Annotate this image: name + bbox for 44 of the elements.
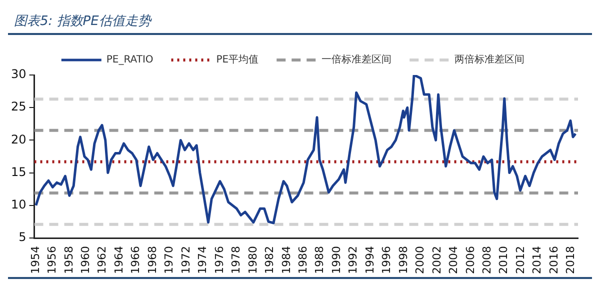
x-tick-label: 1978 (230, 246, 243, 274)
x-tick-label: 1970 (162, 246, 176, 274)
x-tick-label: 1954 (28, 246, 42, 274)
x-tick-label: 1968 (146, 246, 159, 274)
x-tick-label: 1992 (346, 246, 360, 274)
legend-label: PE平均值 (216, 54, 259, 66)
x-tick-label: 2016 (547, 246, 560, 274)
x-tick-label: 1956 (46, 246, 59, 274)
y-tick-label: 5 (18, 230, 26, 244)
y-tick-label: 25 (10, 100, 26, 114)
x-tick-label: 2008 (480, 246, 494, 274)
x-tick-label: 2012 (514, 246, 527, 274)
legend-label: 一倍标准差区间 (322, 54, 392, 66)
x-tick-label: 1988 (313, 246, 326, 274)
x-tick-label: 1996 (380, 246, 394, 274)
y-tick-label: 30 (10, 67, 26, 82)
x-tick-label: 2014 (530, 246, 544, 274)
x-tick-label: 1998 (396, 246, 410, 274)
x-tick-label: 1964 (112, 246, 126, 274)
y-tick-label: 10 (10, 198, 26, 212)
x-tick-label: 1974 (196, 246, 210, 274)
x-tick-label: 2010 (497, 246, 510, 274)
x-tick-label: 1986 (296, 246, 310, 274)
x-tick-label: 1958 (62, 246, 76, 274)
x-tick-label: 1994 (363, 246, 376, 274)
y-tick-label: 20 (10, 132, 26, 146)
x-tick-label: 1972 (179, 246, 192, 274)
x-tick-label: 1990 (330, 246, 343, 274)
x-tick-label: 2000 (414, 246, 427, 274)
x-tick-label: 1980 (246, 246, 260, 274)
x-tick-label: 1976 (212, 246, 226, 274)
legend-label: PE_RATIO (106, 54, 154, 66)
legend-label: 两倍标准差区间 (454, 54, 525, 66)
chart-title: 图表5: 指数PE估值走势 (13, 13, 153, 31)
x-tick-label: 1984 (280, 246, 293, 274)
x-tick-label: 1962 (96, 246, 109, 274)
y-tick-label: 15 (10, 164, 26, 179)
x-tick-label: 2006 (464, 246, 477, 274)
x-tick-label: 2018 (564, 246, 578, 274)
x-tick-label: 1982 (263, 246, 276, 274)
x-tick-label: 2004 (447, 246, 460, 274)
x-tick-label: 2002 (430, 246, 444, 274)
x-tick-label: 1966 (129, 246, 142, 274)
x-tick-label: 1960 (78, 246, 92, 274)
